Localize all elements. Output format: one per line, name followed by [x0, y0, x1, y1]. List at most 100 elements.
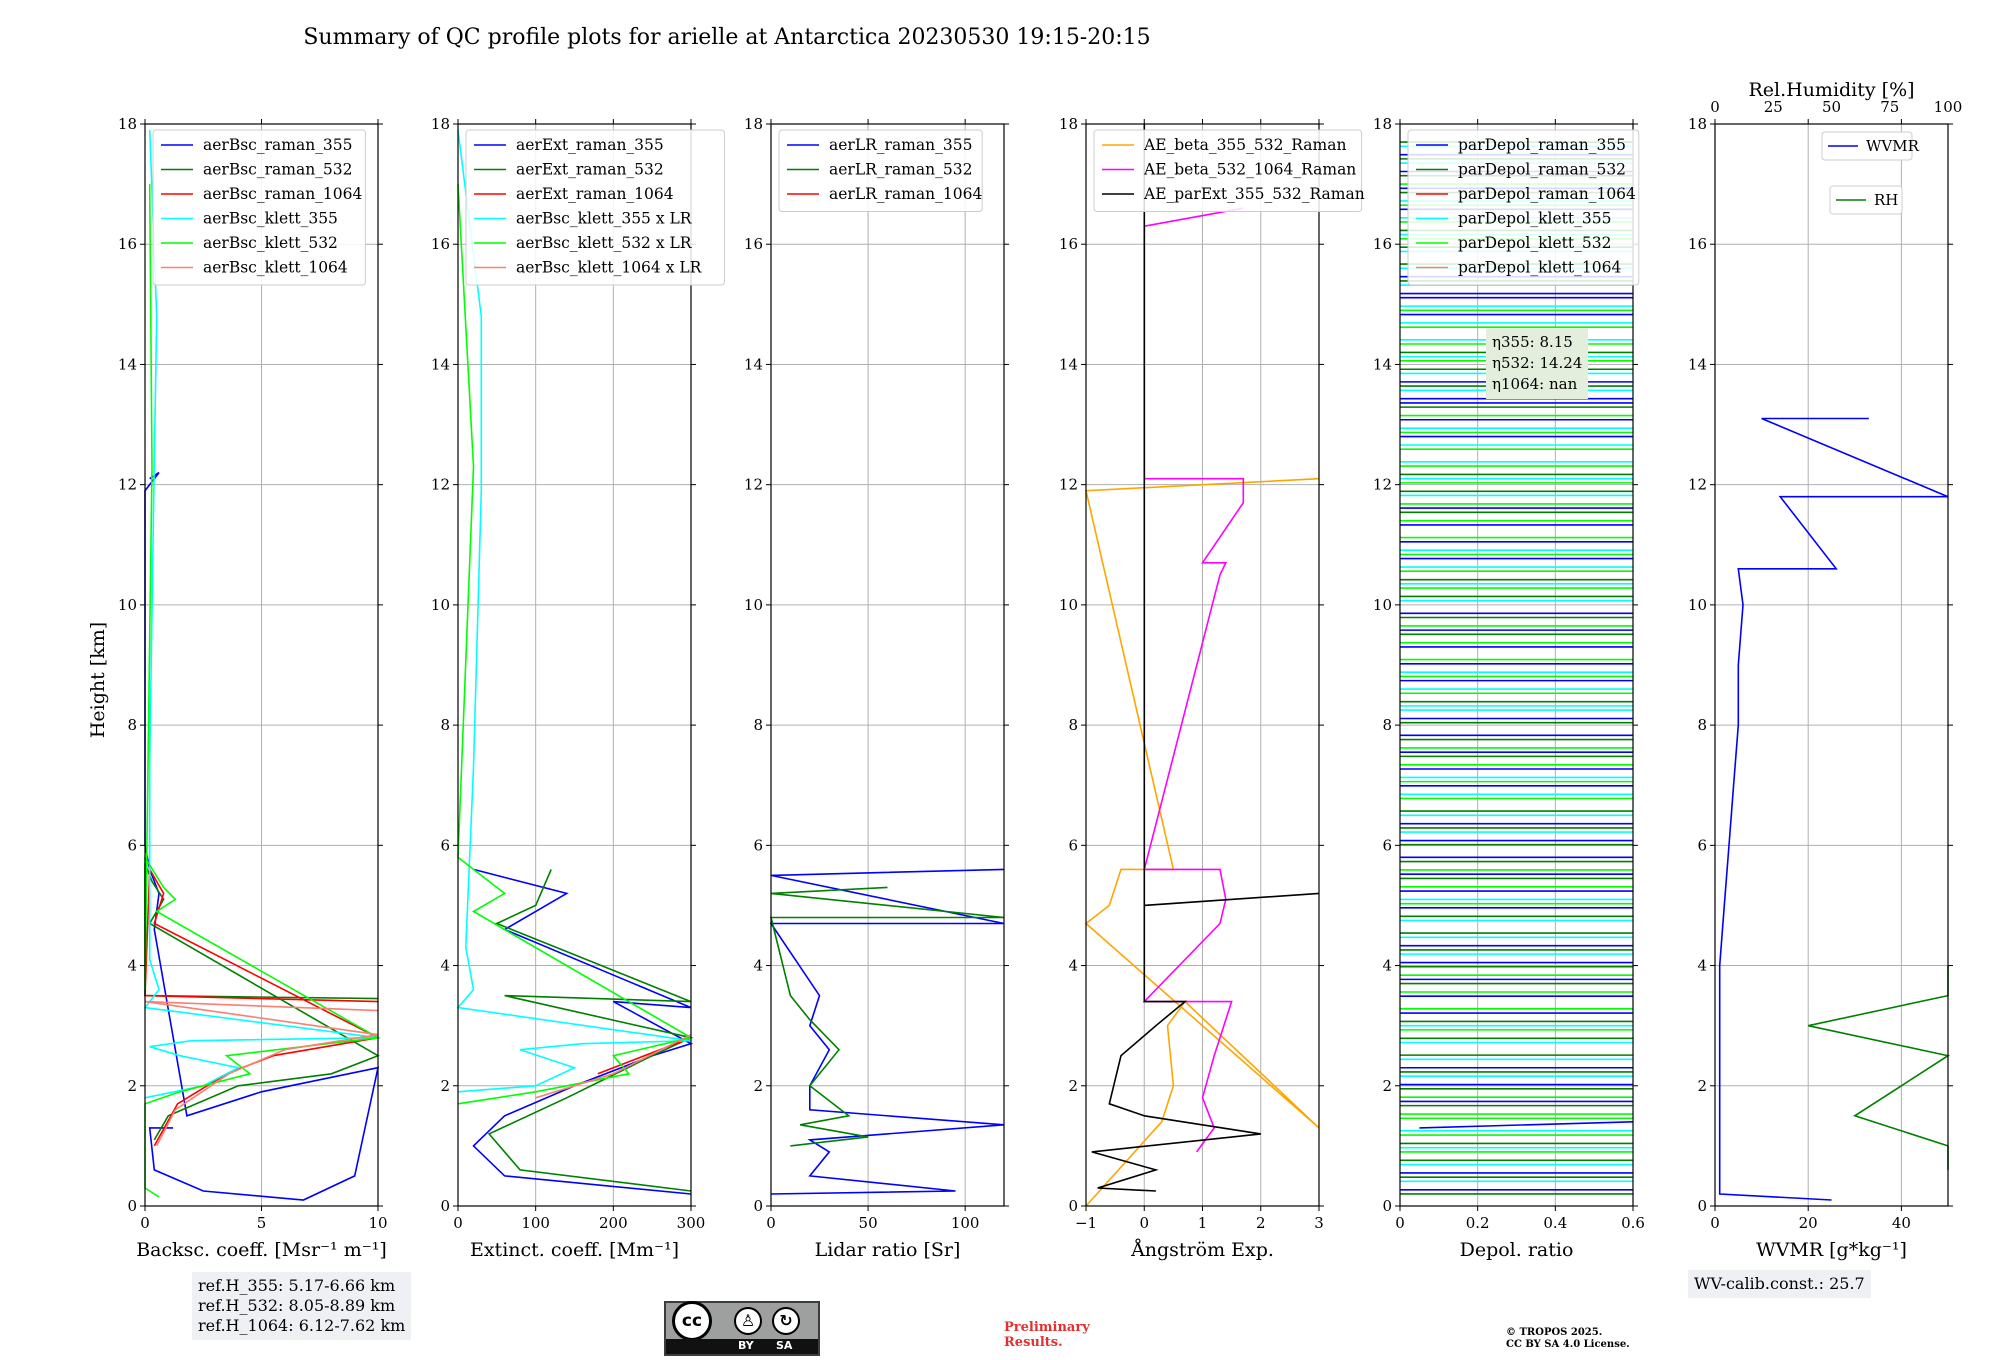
legend: AE_beta_355_532_Raman AE_beta_532_1064_Ra…: [1093, 129, 1365, 212]
y-tick-label: 0: [1068, 1197, 1078, 1215]
y-tick-label: 2: [440, 1077, 450, 1095]
ref-h-355: ref.H_355: 5.17-6.66 km: [198, 1276, 396, 1295]
top-x-axis-label: Rel.Humidity [%]: [1748, 79, 1914, 101]
y-tick-label: 2: [1382, 1077, 1392, 1095]
x-tick-label: 3: [1314, 1214, 1324, 1232]
x-tick-label: 20: [1799, 1214, 1818, 1232]
x-tick-label: 0: [1395, 1214, 1405, 1232]
series-line-parDepol_raman_355: [1419, 1121, 1634, 1129]
plot-frame: [457, 123, 692, 1207]
wv-calib-const: WV-calib.const.: 25.7: [1694, 1274, 1865, 1293]
chart-panel-depol: 0 2 4 6 8 10 12 14 16 18 0 0.2 0.4 0.6 Depol. ratio par…: [1373, 115, 1645, 1261]
x-axis-label: Lidar ratio [Sr]: [815, 1239, 961, 1261]
plot-frame: [1399, 123, 1634, 1207]
y-tick-label: 8: [753, 716, 763, 734]
legend-box: [1093, 129, 1363, 212]
x-tick-label: 0: [1139, 1214, 1149, 1232]
chart-panel-ext: 0 2 4 6 8 10 12 14 16 18 0 100 200 300 Extinct. coeff.…: [431, 115, 725, 1261]
x-axis-label: Ångström Exp.: [1130, 1239, 1274, 1261]
y-tick-label: 4: [1382, 957, 1392, 975]
y-tick-label: 0: [753, 1197, 763, 1215]
x-tick-label: 50: [859, 1214, 878, 1232]
top-x-tick-label: 100: [1934, 98, 1963, 116]
wv-calib-box: WV-calib.const.: 25.7: [1688, 1270, 1871, 1298]
legend-box: [152, 129, 366, 286]
copyright-note: © TROPOS 2025. CC BY SA 4.0 License.: [1506, 1327, 1630, 1351]
y-tick-label: 0: [1382, 1197, 1392, 1215]
legend-label: aerBsc_klett_1064: [203, 259, 348, 277]
y-tick-label: 16: [1373, 235, 1392, 253]
y-tick-label: 12: [744, 476, 763, 494]
eta-1064: η1064: nan: [1492, 375, 1578, 393]
legend-label: parDepol_klett_355: [1458, 210, 1611, 228]
y-tick-label: 2: [127, 1077, 137, 1095]
legend-label: parDepol_raman_532: [1458, 161, 1626, 179]
legend-label: aerBsc_klett_1064 x LR: [516, 259, 703, 277]
cc-by-label: BY: [738, 1339, 754, 1352]
y-tick-label: 16: [1688, 235, 1707, 253]
ref-h-532: ref.H_532: 8.05-8.89 km: [198, 1296, 396, 1315]
series-line-aerBsc_klett_1064 x LR: [535, 1033, 692, 1099]
x-tick-label: 0: [1710, 1214, 1720, 1232]
y-tick-label: 8: [1068, 716, 1078, 734]
y-axis-label: Height [km]: [87, 622, 109, 738]
y-tick-label: 18: [744, 115, 763, 133]
y-tick-label: 8: [1382, 716, 1392, 734]
eta-532: η532: 14.24: [1492, 354, 1583, 372]
legend: WVMR RH: [1821, 131, 1920, 215]
legend-label: aerBsc_klett_355 x LR: [516, 210, 693, 228]
top-x-tick-label: 50: [1822, 98, 1841, 116]
x-tick-label: 200: [599, 1214, 628, 1232]
cc-logo-icon: cc: [672, 1301, 712, 1341]
y-tick-label: 18: [118, 115, 137, 133]
y-tick-label: 12: [431, 476, 450, 494]
figure-title: Summary of QC profile plots for arielle …: [303, 25, 1150, 50]
y-tick-label: 0: [127, 1197, 137, 1215]
legend: aerLR_raman_355 aerLR_raman_532 aerLR_rama…: [778, 129, 983, 212]
series-line-aerBsc_raman_1064: [144, 866, 381, 1147]
x-tick-label: 2: [1256, 1214, 1266, 1232]
series-line-aerBsc_klett_355: [143, 129, 379, 1099]
eta-355: η355: 8.15: [1492, 333, 1573, 351]
y-tick-label: 10: [118, 596, 137, 614]
legend: parDepol_raman_355 parDepol_raman_532 parD…: [1407, 129, 1640, 286]
top-x-tick-label: 75: [1880, 98, 1899, 116]
y-tick-label: 12: [1373, 476, 1392, 494]
copyright-line-1: © TROPOS 2025.: [1506, 1327, 1603, 1338]
legend: aerExt_raman_355 aerExt_raman_532 aerExt_r…: [465, 129, 725, 286]
top-x-tick-label: 0: [1710, 98, 1720, 116]
y-tick-label: 6: [127, 836, 137, 854]
legend-label: parDepol_raman_1064: [1458, 185, 1636, 203]
legend-label: parDepol_raman_355: [1458, 136, 1626, 154]
y-tick-label: 10: [1688, 596, 1707, 614]
y-tick-label: 10: [431, 596, 450, 614]
person-icon: ♙: [734, 1307, 762, 1335]
series-line-WVMR: [1718, 417, 1949, 1201]
x-tick-label: 0: [140, 1214, 150, 1232]
series-line-aerExt_raman_532: [487, 869, 694, 1192]
cc-license-badge: cc ♙ ↻ BY SA: [664, 1301, 820, 1356]
legend-box: [1821, 131, 1913, 161]
x-axis-label: Extinct. coeff. [Mm⁻¹]: [470, 1239, 679, 1261]
legend-label: aerBsc_klett_532: [203, 234, 338, 252]
y-tick-label: 4: [753, 957, 763, 975]
y-tick-label: 16: [118, 235, 137, 253]
legend-label: AE_beta_532_1064_Raman: [1143, 161, 1356, 179]
legend-label: aerExt_raman_532: [516, 161, 664, 179]
reference-height-box: ref.H_355: 5.17-6.66 km ref.H_532: 8.05-…: [192, 1272, 412, 1340]
x-tick-label: 10: [368, 1214, 387, 1232]
y-tick-label: 14: [744, 355, 763, 373]
y-tick-label: 14: [431, 355, 450, 373]
y-tick-label: 16: [1059, 235, 1078, 253]
y-tick-label: 12: [1688, 476, 1707, 494]
legend-box: [778, 129, 983, 212]
legend-label: aerExt_raman_1064: [516, 185, 674, 203]
share-alike-icon: ↻: [772, 1307, 800, 1335]
y-tick-label: 6: [440, 836, 450, 854]
y-tick-label: 6: [1697, 836, 1707, 854]
y-tick-label: 14: [1059, 355, 1078, 373]
x-tick-label: 100: [521, 1214, 550, 1232]
plot-frame: [1714, 123, 1949, 1207]
